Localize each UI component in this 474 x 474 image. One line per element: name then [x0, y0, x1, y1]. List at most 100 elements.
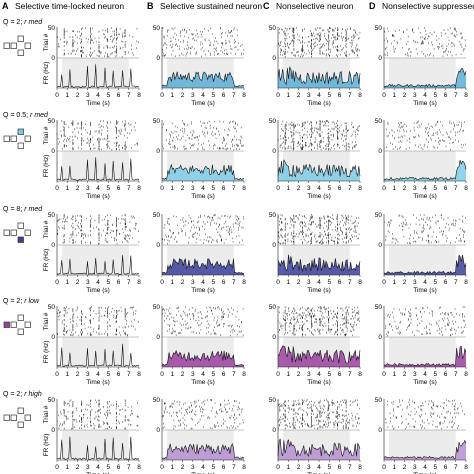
time-tick-label: 3: [86, 185, 90, 192]
time-tick-label: 4: [96, 185, 100, 192]
time-axis-label: Time (s): [191, 287, 215, 294]
time-tick-label: 3: [191, 279, 195, 286]
time-tick-label: 4: [96, 371, 100, 378]
option-layout-icon: [3, 314, 31, 335]
time-tick-label: 7: [232, 185, 236, 192]
time-tick-label: 6: [222, 464, 226, 471]
psth-area: [278, 254, 360, 275]
option-square: [24, 414, 31, 421]
time-tick-label: 6: [222, 185, 226, 192]
time-tick-label: 1: [392, 92, 396, 99]
option-square: [17, 128, 24, 135]
time-tick-label: 3: [191, 371, 195, 378]
trial-tick: 50: [153, 212, 161, 219]
time-tick-label: 0: [276, 185, 280, 192]
time-axis-label: Time (s): [86, 193, 110, 200]
condition-r: r med: [24, 206, 43, 213]
raster-panel: [161, 27, 245, 58]
raster-panel: [56, 399, 139, 430]
option-layout-icon: [3, 128, 31, 149]
raster-panel: [57, 306, 139, 337]
time-tick-label: 3: [191, 185, 195, 192]
time-tick-label: 8: [137, 92, 141, 99]
psth-line: [383, 345, 467, 367]
condition-label: Q = 2; r low: [3, 298, 40, 305]
shaded-interval: [389, 337, 456, 367]
raster-panel: [277, 27, 361, 58]
column-title: Nonselective neuron: [276, 1, 354, 11]
option-square: [17, 49, 24, 56]
time-tick-label: 3: [191, 464, 195, 471]
time-tick-label: 0: [55, 92, 59, 99]
option-square: [10, 414, 17, 421]
time-tick-label: 3: [86, 464, 90, 471]
time-tick-label: 7: [454, 92, 458, 99]
time-tick-label: 7: [232, 464, 236, 471]
time-tick-label: 1: [286, 371, 290, 378]
time-tick-label: 5: [211, 371, 215, 378]
time-tick-label: 8: [137, 371, 141, 378]
time-tick-label: 4: [201, 464, 205, 471]
trial-tick: 50: [375, 118, 383, 125]
psth-line: [56, 255, 139, 275]
trial-tick: 50: [375, 212, 383, 219]
psth-line: [161, 258, 245, 274]
column-title: Nonselective suppressed neuron: [382, 1, 474, 11]
option-square: [17, 421, 24, 428]
time-tick-label: 5: [327, 92, 331, 99]
option-square: [17, 407, 24, 414]
trial-tick: 50: [48, 118, 56, 125]
raster-panel: [277, 399, 361, 430]
option-square: [17, 142, 24, 149]
time-tick-label: 8: [242, 185, 246, 192]
option-square: [10, 229, 17, 236]
psth-area: [384, 254, 466, 275]
time-tick-label: 2: [76, 371, 80, 378]
time-tick-label: 8: [464, 92, 468, 99]
option-layout-icon: [3, 35, 31, 56]
trial-tick: 50: [153, 397, 161, 404]
option-square: [17, 236, 24, 243]
time-tick-label: 8: [358, 185, 362, 192]
trial-tick: 0: [378, 55, 382, 62]
trial-tick: 0: [156, 55, 160, 62]
time-tick-label: 6: [117, 92, 121, 99]
time-tick-label: 6: [338, 92, 342, 99]
time-tick-label: 1: [286, 279, 290, 286]
trial-tick: 0: [51, 55, 55, 62]
condition-r: r low: [24, 298, 40, 305]
trial-tick: 50: [269, 212, 277, 219]
psth-line: [277, 159, 361, 178]
option-square: [3, 135, 10, 142]
condition-q: Q = 0.5;: [3, 112, 30, 119]
time-tick-label: 1: [392, 371, 396, 378]
time-tick-label: 5: [327, 279, 331, 286]
trial-tick: 0: [378, 148, 382, 155]
trial-tick: 0: [272, 334, 276, 341]
time-tick-label: 2: [297, 92, 301, 99]
time-tick-label: 2: [403, 185, 407, 192]
condition-label: Q = 2; r high: [3, 391, 42, 398]
raster-panel: [57, 27, 139, 58]
time-tick-label: 8: [137, 185, 141, 192]
time-tick-label: 1: [65, 371, 69, 378]
time-tick-label: 8: [242, 279, 246, 286]
time-tick-label: 7: [454, 371, 458, 378]
time-tick-label: 1: [65, 92, 69, 99]
trial-axis-label: Trial #: [43, 126, 50, 144]
time-tick-label: 2: [297, 185, 301, 192]
time-tick-label: 6: [338, 185, 342, 192]
time-tick-label: 4: [317, 279, 321, 286]
time-tick-label: 2: [181, 464, 185, 471]
psth-line: [56, 343, 140, 368]
trial-tick: 0: [51, 242, 55, 249]
time-tick-label: 7: [127, 279, 131, 286]
option-square: [10, 321, 17, 328]
trial-tick: 0: [156, 148, 160, 155]
time-tick-label: 6: [444, 371, 448, 378]
time-tick-label: 8: [137, 464, 141, 471]
time-tick-label: 0: [160, 371, 164, 378]
option-square: [17, 314, 24, 321]
time-tick-label: 6: [338, 371, 342, 378]
time-tick-label: 3: [307, 371, 311, 378]
